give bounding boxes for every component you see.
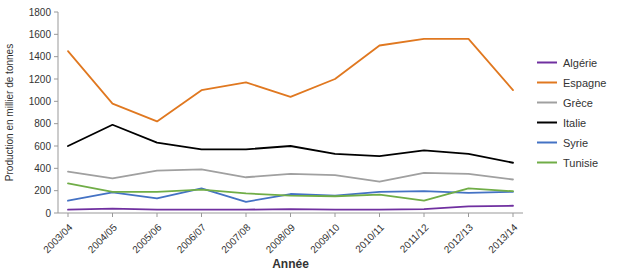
x-tick-label: 2012/13 xyxy=(442,221,476,255)
legend-swatch xyxy=(537,62,557,64)
x-tick xyxy=(201,213,202,217)
y-tick xyxy=(54,34,58,35)
x-tick-label: 2009/10 xyxy=(308,221,342,255)
x-tick-label: 2010/11 xyxy=(353,221,386,254)
legend: Algérie Espagne Grèce Italie Syrie Tunisie xyxy=(537,57,606,169)
y-tick xyxy=(54,56,58,57)
y-tick xyxy=(54,213,58,214)
y-tick-label: 400 xyxy=(34,163,51,174)
series-line xyxy=(68,39,513,122)
legend-swatch xyxy=(537,162,557,164)
x-tick xyxy=(112,213,113,217)
plot-area xyxy=(68,39,513,210)
x-tick-label: 2011/12 xyxy=(398,221,431,254)
y-tick-label: 1400 xyxy=(29,51,52,62)
y-tick-label: 600 xyxy=(34,141,51,152)
y-tick-label: 1000 xyxy=(29,96,52,107)
legend-swatch xyxy=(537,82,557,84)
x-tick-label: 2007/08 xyxy=(219,221,253,255)
x-tick-label: 2004/05 xyxy=(86,221,120,255)
x-tick xyxy=(424,213,425,217)
legend-swatch xyxy=(537,142,557,144)
y-tick-label: 1800 xyxy=(29,7,52,18)
legend-label: Tunisie xyxy=(563,157,598,169)
x-tick xyxy=(290,213,291,217)
x-tick xyxy=(246,213,247,217)
x-tick xyxy=(513,213,514,217)
y-tick xyxy=(54,146,58,147)
x-tick xyxy=(468,213,469,217)
y-tick-label: 1600 xyxy=(29,29,52,40)
x-axis-title: Année xyxy=(272,257,309,271)
y-axis xyxy=(58,12,59,213)
legend-label: Syrie xyxy=(563,137,588,149)
x-axis xyxy=(58,213,523,214)
legend-label: Italie xyxy=(563,117,586,129)
legend-label: Algérie xyxy=(563,57,597,69)
series-line xyxy=(68,169,513,181)
legend-label: Grèce xyxy=(563,97,593,109)
y-tick-label: 800 xyxy=(34,118,51,129)
y-tick xyxy=(54,12,58,13)
y-axis-title: Production en millier de tonnes xyxy=(4,44,15,181)
y-tick-label: 200 xyxy=(34,185,51,196)
legend-label: Espagne xyxy=(563,77,606,89)
chart: 0 200 400 600 800 1000 1200 1400 1600 1800 2003/04… xyxy=(0,0,623,273)
x-tick-label: 2005/06 xyxy=(130,221,164,255)
y-tick xyxy=(54,190,58,191)
y-tick-label: 0 xyxy=(45,208,51,219)
x-tick-label: 2003/04 xyxy=(41,221,75,255)
x-tick xyxy=(157,213,158,217)
y-tick xyxy=(54,168,58,169)
y-tick xyxy=(54,101,58,102)
x-tick xyxy=(335,213,336,217)
y-tick xyxy=(54,123,58,124)
x-tick-label: 2006/07 xyxy=(175,221,209,255)
series-line xyxy=(68,183,513,200)
y-tick xyxy=(54,79,58,80)
x-tick xyxy=(379,213,380,217)
x-tick-label: 2013/14 xyxy=(486,221,520,255)
series-line xyxy=(68,125,513,163)
series-line xyxy=(68,206,513,210)
legend-swatch xyxy=(537,102,557,104)
legend-swatch xyxy=(537,122,557,124)
x-tick-label: 2008/09 xyxy=(264,221,298,255)
x-tick xyxy=(68,213,69,217)
y-tick-label: 1200 xyxy=(29,74,52,85)
